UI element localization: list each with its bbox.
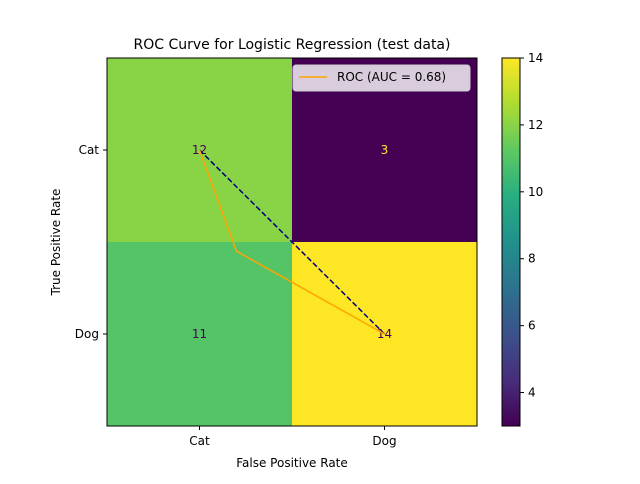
x-tick-label: Dog (372, 434, 396, 448)
colorbar-tick-label: 14 (528, 51, 543, 65)
legend: ROC (AUC = 0.68) (292, 64, 471, 92)
x-axis-ticks: Cat Dog (189, 426, 397, 448)
roc-curve-line (198, 149, 385, 335)
colorbar-tick-label: 4 (528, 386, 536, 400)
chart-title: ROC Curve for Logistic Regression (test … (134, 37, 451, 53)
y-axis-label: True Positive Rate (49, 189, 63, 297)
colorbar-ticks: 4 6 8 10 12 14 (520, 51, 543, 400)
y-tick-label: Dog (75, 327, 99, 341)
y-axis-ticks: Cat Dog (75, 143, 107, 341)
x-axis-label: False Positive Rate (236, 456, 348, 470)
legend-label: ROC (AUC = 0.68) (337, 70, 446, 84)
plot-frame (106, 57, 478, 427)
colorbar-tick-label: 6 (528, 319, 536, 333)
chance-diagonal-line (198, 149, 386, 335)
cell-value-label: 11 (192, 327, 207, 341)
colorbar-tick-label: 12 (528, 118, 543, 132)
colorbar: 4 6 8 10 12 14 (501, 51, 543, 427)
colorbar-gradient (501, 57, 521, 427)
legend-box (292, 64, 471, 92)
colorbar-tick-label: 10 (528, 185, 543, 199)
x-tick-label: Cat (189, 434, 210, 448)
roc-curves (198, 149, 386, 335)
y-tick-label: Cat (79, 143, 100, 157)
heatmap-cell-1-0 (107, 242, 292, 426)
cell-value-label: 3 (381, 143, 389, 157)
colorbar-tick-label: 8 (528, 252, 536, 266)
